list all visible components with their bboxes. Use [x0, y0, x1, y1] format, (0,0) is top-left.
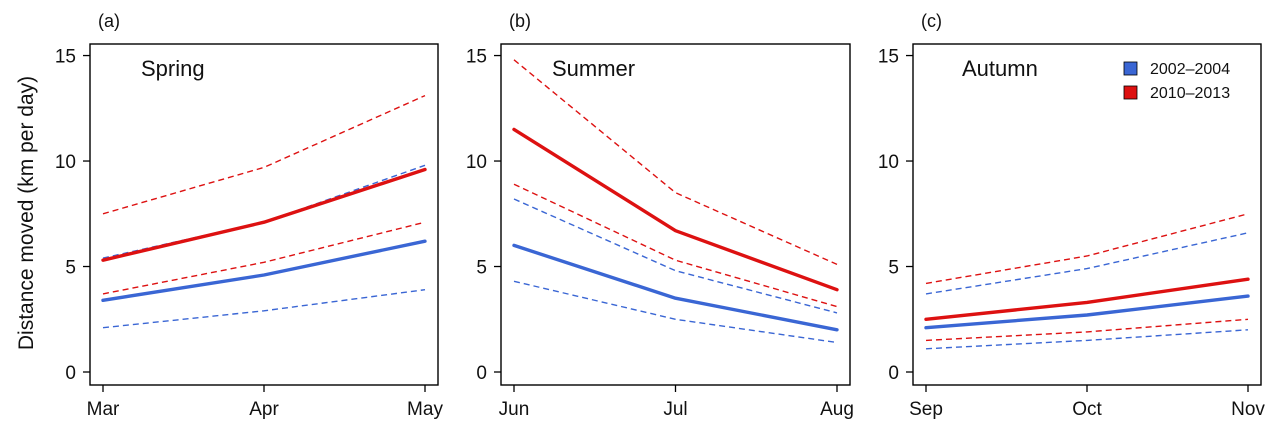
series-early-lower-ci	[513, 280, 838, 344]
x-tick-label: May	[407, 399, 443, 420]
panel-label: (c)	[921, 11, 942, 31]
series-early-upper-ci	[102, 164, 426, 259]
x-tick-label: Jun	[499, 399, 530, 420]
series-early-mean-line	[101, 239, 427, 302]
series-early-lower-ci	[925, 329, 1249, 350]
legend: 2002–2004 2010–2013	[1123, 61, 1230, 102]
y-tick-label: 15	[878, 47, 899, 68]
series-early-upper-ci	[513, 198, 838, 314]
x-tick-label: Jul	[663, 399, 687, 420]
series-late-mean-line	[512, 127, 839, 292]
y-axis-label: Distance moved (km per day)	[15, 76, 38, 350]
legend-swatch	[1123, 85, 1138, 100]
y-tick-label: 0	[888, 363, 899, 384]
series-late-lower-ci	[925, 318, 1249, 342]
series-late-lower-ci	[513, 183, 838, 308]
x-tick-label: Mar	[87, 399, 120, 420]
panel-title: Autumn	[962, 56, 1038, 81]
panel-title: Summer	[552, 56, 635, 81]
panel-label: (b)	[509, 11, 531, 31]
y-tick-label: 15	[55, 47, 76, 68]
series-early-lower-ci	[102, 289, 426, 329]
series-late-upper-ci	[102, 94, 426, 215]
series-late-upper-ci	[925, 213, 1249, 285]
series-late-lower-ci	[102, 221, 426, 295]
series-early-upper-ci	[925, 232, 1249, 295]
x-tick-label: Aug	[820, 399, 854, 420]
x-tick-label: Apr	[249, 399, 279, 420]
legend-swatch	[1123, 61, 1138, 76]
y-tick-label: 15	[466, 47, 487, 68]
x-tick-label: Oct	[1072, 399, 1102, 420]
series-late-mean-line	[101, 167, 427, 262]
plot-frame	[89, 43, 439, 386]
y-tick-label: 0	[476, 363, 487, 384]
panel-a: 0 5 10 15 Mar Apr May (a) Spring	[55, 11, 444, 420]
panel-b: 0 5 10 15 Jun Jul Aug (b) Summer	[466, 11, 854, 420]
y-tick-label: 5	[476, 258, 487, 279]
series-late-upper-ci	[513, 59, 838, 266]
legend-label: 2010–2013	[1150, 85, 1230, 102]
x-tick-label: Nov	[1231, 399, 1265, 420]
legend-label: 2002–2004	[1150, 61, 1230, 78]
series-early-mean-line	[512, 243, 839, 332]
y-tick-label: 5	[65, 258, 76, 279]
y-tick-label: 10	[466, 152, 487, 173]
panel-label: (a)	[98, 11, 120, 31]
series-late-mean-line	[924, 277, 1250, 321]
panel-title: Spring	[141, 56, 205, 81]
panels: 0 5 10 15 Mar Apr May (a) Spring 0 5 10 15 Jun Jul Aug (…	[55, 11, 1266, 420]
series-early-mean-line	[924, 294, 1250, 330]
y-tick-label: 10	[55, 152, 76, 173]
y-tick-label: 5	[888, 258, 899, 279]
x-tick-label: Sep	[909, 399, 943, 420]
panel-c: 0 5 10 15 Sep Oct Nov (c) Autumn	[878, 11, 1266, 420]
y-tick-label: 10	[878, 152, 899, 173]
y-tick-label: 0	[65, 363, 76, 384]
plot-frame	[500, 43, 851, 386]
